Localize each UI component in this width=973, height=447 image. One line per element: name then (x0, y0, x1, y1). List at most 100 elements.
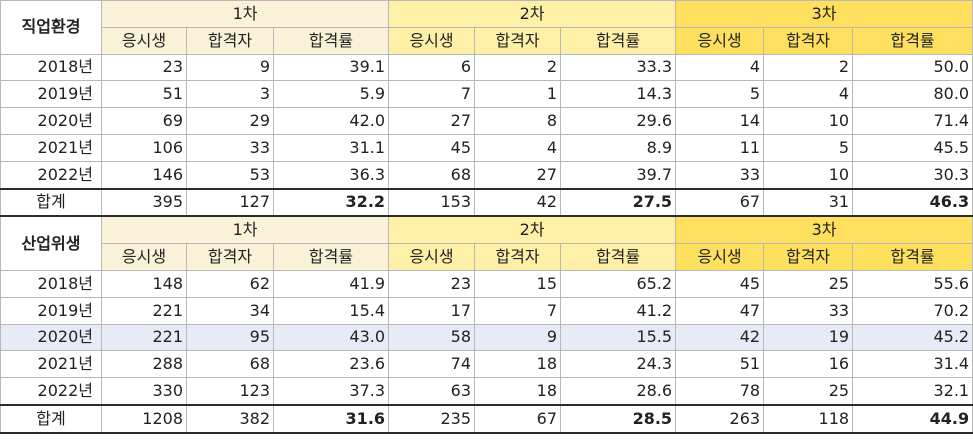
value-cell[interactable]: 288 (101, 350, 187, 379)
value-cell[interactable]: 65.2 (560, 269, 677, 298)
value-cell[interactable]: 41.9 (272, 269, 390, 298)
total-value-cell[interactable]: 67 (675, 187, 765, 217)
value-cell[interactable]: 4 (675, 53, 765, 82)
value-cell[interactable]: 68 (186, 350, 274, 379)
value-cell[interactable]: 31.4 (852, 350, 973, 379)
value-cell[interactable]: 45 (388, 133, 476, 162)
total-value-cell[interactable]: 27.5 (560, 187, 677, 217)
column-header-cell[interactable]: 합격률 (852, 26, 973, 55)
value-cell[interactable]: 8 (474, 107, 562, 135)
value-cell[interactable]: 50.0 (852, 53, 973, 82)
year-cell[interactable]: 2018년 (0, 269, 102, 298)
value-cell[interactable]: 18 (474, 377, 562, 406)
column-header-cell[interactable]: 합격자 (474, 243, 562, 271)
column-header-cell[interactable]: 합격자 (186, 243, 274, 271)
year-cell[interactable]: 2021년 (0, 350, 102, 379)
value-cell[interactable]: 51 (675, 350, 765, 379)
value-cell[interactable]: 221 (101, 296, 187, 325)
value-cell[interactable]: 27 (388, 107, 476, 135)
value-cell[interactable]: 11 (675, 133, 765, 162)
value-cell[interactable]: 30.3 (852, 160, 973, 190)
table-row[interactable]: 2018년 148 62 41.9 23 15 65.2 45 25 55.6 (0, 269, 973, 298)
year-cell[interactable]: 2021년 (0, 133, 102, 162)
value-cell[interactable]: 25 (763, 377, 854, 406)
column-header-cell[interactable]: 합격률 (272, 26, 390, 55)
total-value-cell[interactable]: 32.2 (272, 187, 390, 217)
section-title-cell[interactable]: 직업환경 (0, 0, 102, 55)
value-cell[interactable]: 15 (474, 269, 562, 298)
total-row[interactable]: 합계 395 127 32.2 153 42 27.5 67 31 46.3 (0, 187, 973, 217)
value-cell[interactable]: 43.0 (272, 323, 390, 352)
value-cell[interactable]: 31.1 (272, 133, 390, 162)
total-value-cell[interactable]: 395 (101, 187, 187, 217)
value-cell[interactable]: 39.7 (560, 160, 677, 190)
value-cell[interactable]: 63 (388, 377, 476, 406)
value-cell[interactable]: 9 (474, 323, 562, 352)
round-header-cell[interactable]: 2차 (388, 215, 677, 245)
value-cell[interactable]: 95 (186, 323, 274, 352)
value-cell[interactable]: 47 (675, 296, 765, 325)
column-header-cell[interactable]: 합격자 (763, 243, 854, 271)
value-cell[interactable]: 15.5 (560, 323, 677, 352)
value-cell[interactable]: 1 (474, 80, 562, 109)
value-cell[interactable]: 5 (675, 80, 765, 109)
value-cell[interactable]: 3 (186, 80, 274, 109)
column-header-cell[interactable]: 합격자 (186, 26, 274, 55)
value-cell[interactable]: 16 (763, 350, 854, 379)
table-row[interactable]: 2021년 106 33 31.1 45 4 8.9 11 5 45.5 (0, 133, 973, 162)
value-cell[interactable]: 53 (186, 160, 274, 190)
table-row[interactable]: 2022년 146 53 36.3 68 27 39.7 33 10 30.3 (0, 160, 973, 190)
value-cell[interactable]: 33 (763, 296, 854, 325)
total-value-cell[interactable]: 67 (474, 403, 562, 434)
table-row[interactable]: 2018년 23 9 39.1 6 2 33.3 4 2 50.0 (0, 53, 973, 82)
value-cell[interactable]: 51 (101, 80, 187, 109)
total-value-cell[interactable]: 263 (675, 403, 765, 434)
value-cell[interactable]: 42.0 (272, 107, 390, 135)
table-row[interactable]: 2019년 51 3 5.9 7 1 14.3 5 4 80.0 (0, 80, 973, 109)
value-cell[interactable]: 23 (101, 53, 187, 82)
value-cell[interactable]: 14 (675, 107, 765, 135)
table-row[interactable]: 2022년 330 123 37.3 63 18 28.6 78 25 32.1 (0, 377, 973, 406)
value-cell[interactable]: 123 (186, 377, 274, 406)
total-value-cell[interactable]: 118 (763, 403, 854, 434)
total-value-cell[interactable]: 28.5 (560, 403, 677, 434)
value-cell[interactable]: 10 (763, 107, 854, 135)
total-value-cell[interactable]: 44.9 (852, 403, 973, 434)
total-label-cell[interactable]: 합계 (0, 187, 102, 217)
value-cell[interactable]: 106 (101, 133, 187, 162)
total-value-cell[interactable]: 153 (388, 187, 476, 217)
column-header-cell[interactable]: 합격자 (474, 26, 562, 55)
year-cell[interactable]: 2018년 (0, 53, 102, 82)
year-cell[interactable]: 2022년 (0, 160, 102, 190)
section-title-cell[interactable]: 산업위생 (0, 215, 102, 271)
round-header-cell[interactable]: 3차 (675, 0, 973, 28)
column-header-cell[interactable]: 합격률 (272, 243, 390, 271)
year-cell[interactable]: 2020년 (0, 107, 102, 135)
value-cell[interactable]: 80.0 (852, 80, 973, 109)
value-cell[interactable]: 29.6 (560, 107, 677, 135)
value-cell[interactable]: 330 (101, 377, 187, 406)
round-header-cell[interactable]: 1차 (100, 0, 390, 28)
value-cell[interactable]: 19 (763, 323, 854, 352)
value-cell[interactable]: 74 (388, 350, 476, 379)
column-header-cell[interactable]: 응시생 (675, 26, 765, 55)
value-cell[interactable]: 71.4 (852, 107, 973, 135)
value-cell[interactable]: 25 (763, 269, 854, 298)
round-header-cell[interactable]: 1차 (100, 215, 390, 245)
year-cell[interactable]: 2019년 (0, 296, 102, 325)
value-cell[interactable]: 69 (101, 107, 187, 135)
value-cell[interactable]: 2 (474, 53, 562, 82)
value-cell[interactable]: 34 (186, 296, 274, 325)
table-row[interactable]: 2020년 69 29 42.0 27 8 29.6 14 10 71.4 (0, 107, 973, 135)
value-cell[interactable]: 41.2 (560, 296, 677, 325)
total-value-cell[interactable]: 42 (474, 187, 562, 217)
total-row[interactable]: 합계 1208 382 31.6 235 67 28.5 263 118 44.9 (0, 403, 973, 434)
value-cell[interactable]: 17 (388, 296, 476, 325)
value-cell[interactable]: 28.6 (560, 377, 677, 406)
value-cell[interactable]: 24.3 (560, 350, 677, 379)
value-cell[interactable]: 4 (474, 133, 562, 162)
value-cell[interactable]: 221 (101, 323, 187, 352)
value-cell[interactable]: 36.3 (272, 160, 390, 190)
year-cell[interactable]: 2019년 (0, 80, 102, 109)
value-cell[interactable]: 4 (763, 80, 854, 109)
